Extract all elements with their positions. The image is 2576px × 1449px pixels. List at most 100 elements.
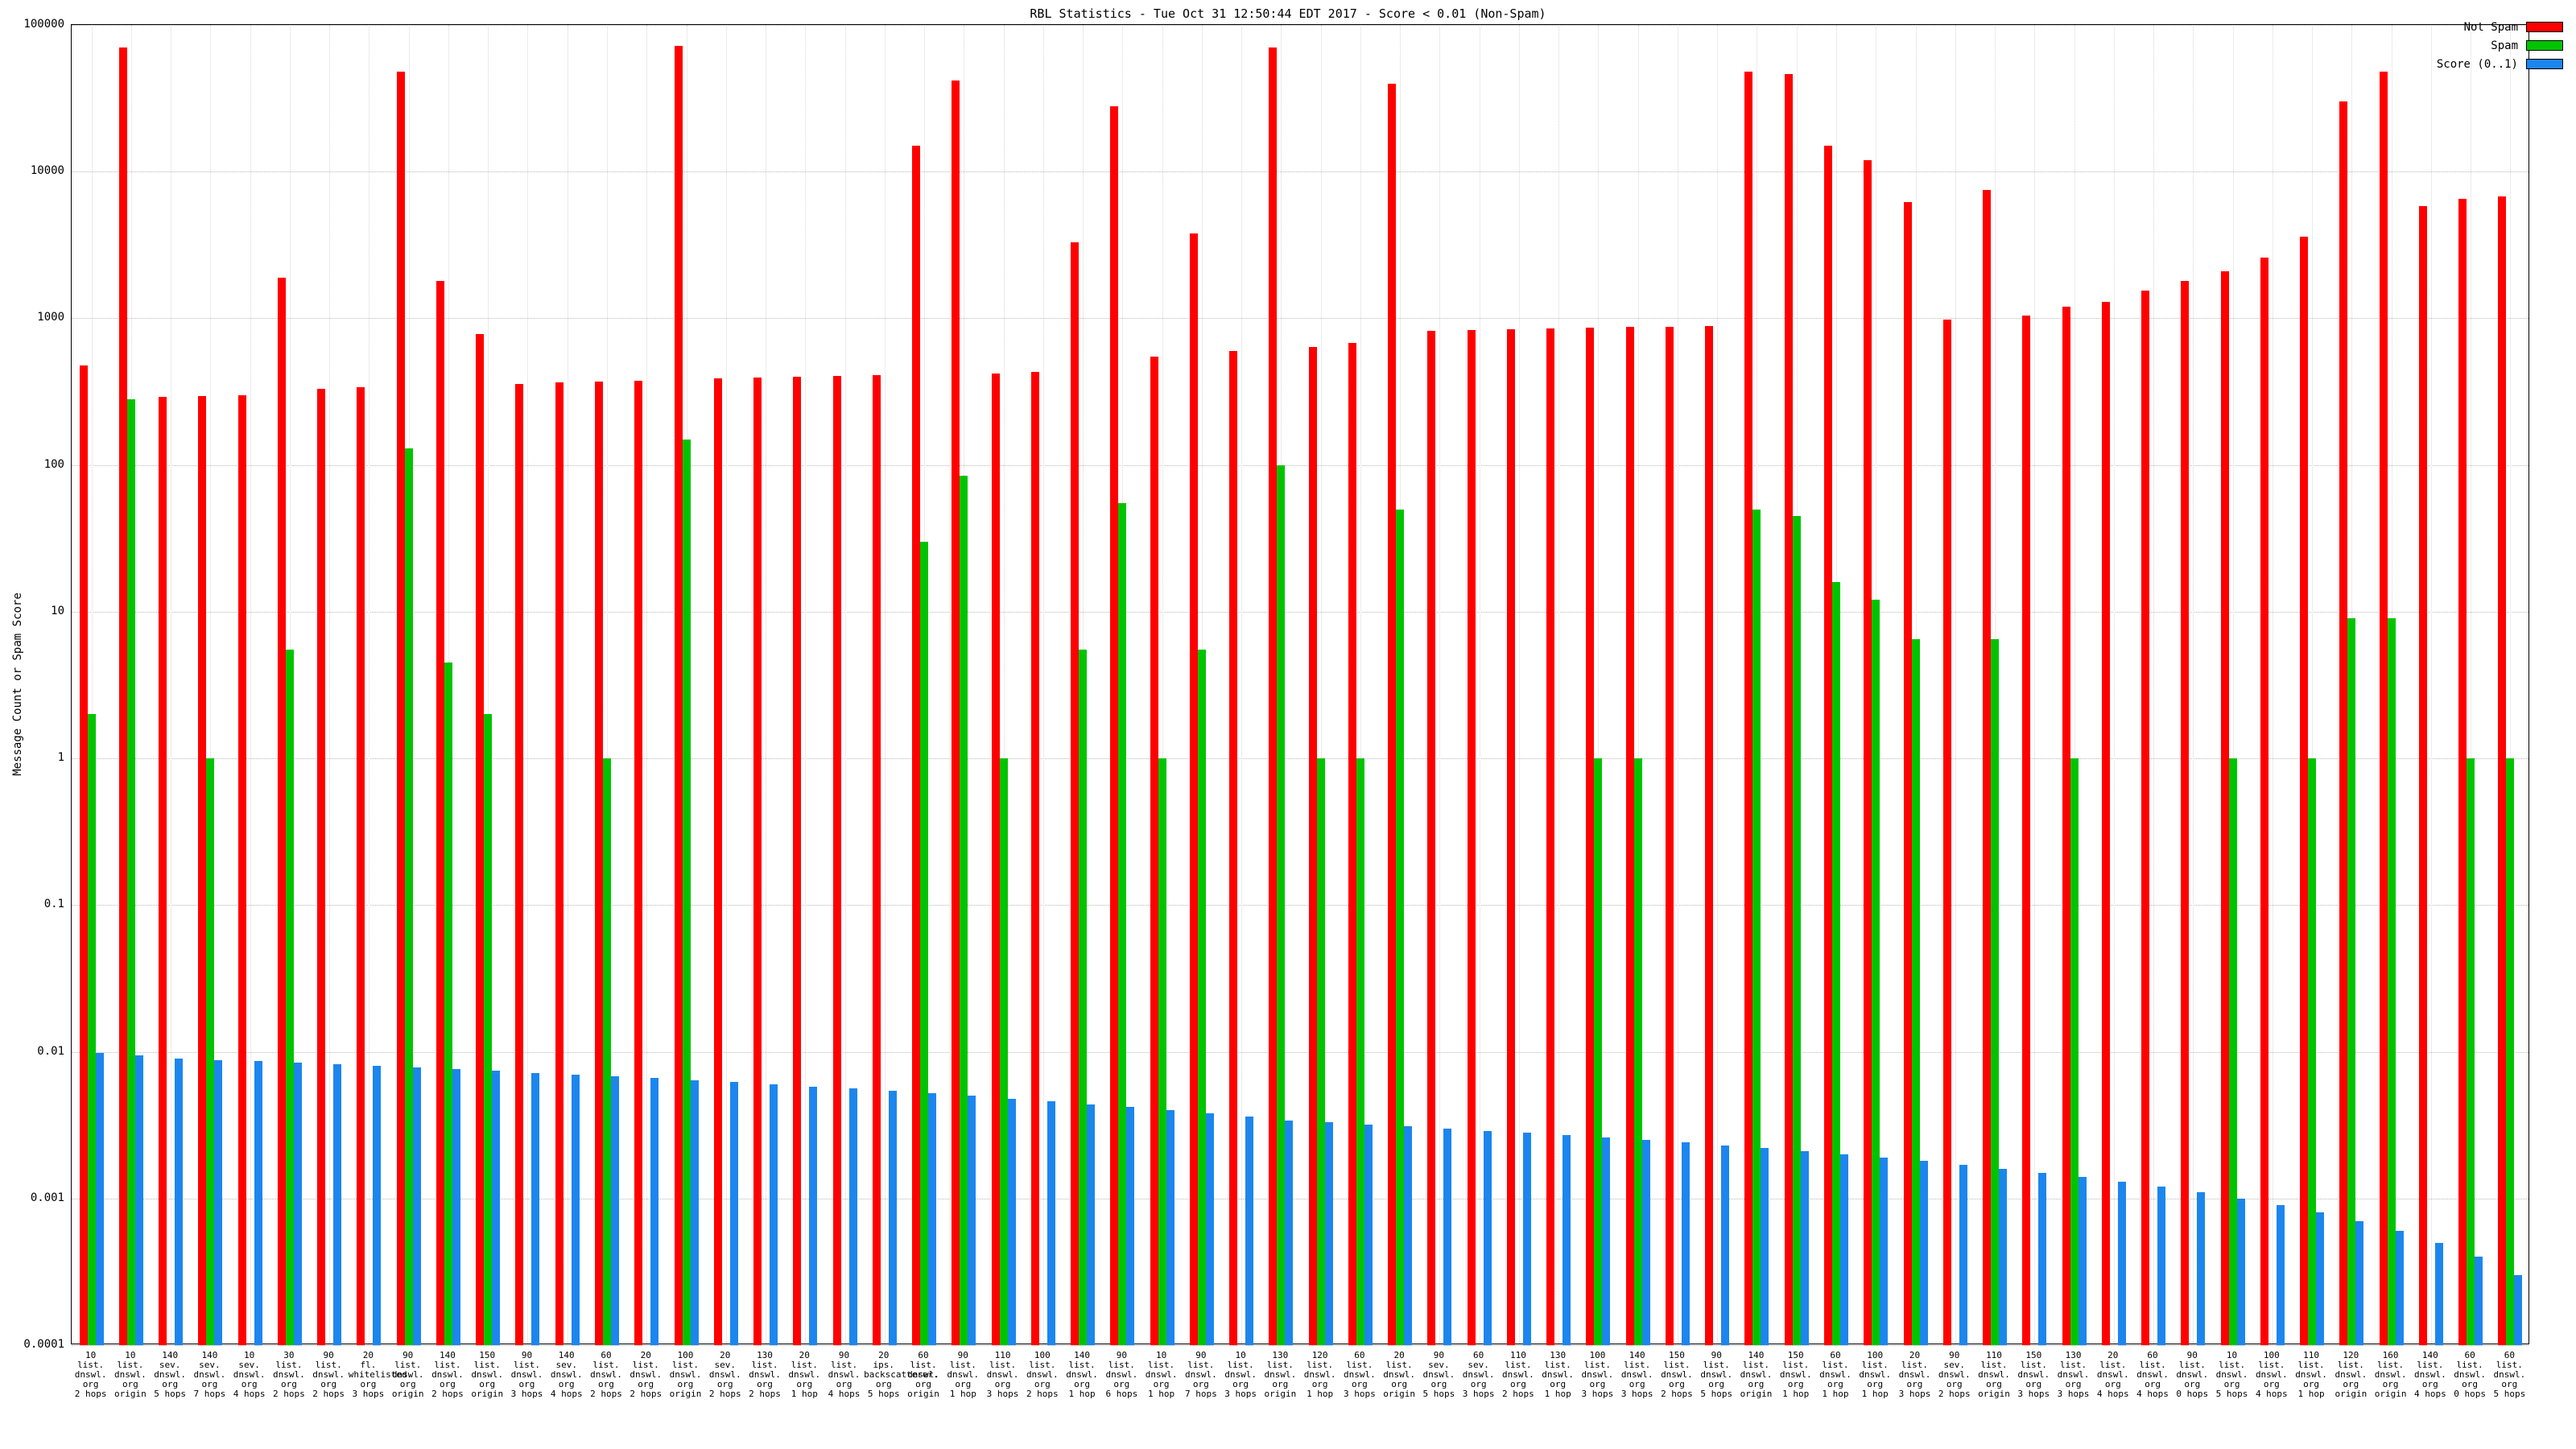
- bar-not-spam: [912, 146, 921, 1345]
- x-tick-label-line: dnswl.: [1978, 1369, 2010, 1380]
- x-tick-label-line: sev.: [1943, 1360, 1966, 1370]
- x-gridline: [250, 25, 251, 1344]
- x-tick-label-line: dnswl.: [2493, 1369, 2526, 1380]
- x-tick-label-line: dnswl.: [1898, 1369, 1931, 1380]
- x-tick-label-line: list.: [1822, 1360, 1849, 1370]
- bar-score: [2197, 1192, 2206, 1345]
- x-gridline: [1598, 25, 1600, 1344]
- x-tick-label-line: 4 hops: [550, 1389, 583, 1399]
- x-tick-label-line: dnswl.: [2255, 1369, 2288, 1380]
- x-tick-label-line: 140: [558, 1350, 575, 1360]
- x-tick-label-line: 1 hop: [791, 1389, 818, 1399]
- bar-not-spam: [634, 381, 643, 1345]
- bar-score: [848, 1088, 857, 1345]
- bar-spam: [1792, 515, 1801, 1345]
- bar-not-spam: [2022, 315, 2031, 1345]
- bar-not-spam: [357, 386, 365, 1345]
- x-tick-label: 120 list. dnswl. org 1 hop: [1300, 1351, 1340, 1399]
- bar-not-spam: [674, 45, 683, 1345]
- x-tick-label-line: sev.: [1428, 1360, 1450, 1370]
- x-tick-label: 100 list. dnswl. org 4 hops: [2252, 1351, 2291, 1399]
- x-tick-label-line: list.: [2377, 1360, 2405, 1370]
- x-tick-label-line: dnswl.: [2176, 1369, 2209, 1380]
- x-tick-label-line: 120: [2343, 1350, 2359, 1360]
- x-tick-label-line: 1 hop: [2297, 1389, 2325, 1399]
- x-tick-label-line: ips.: [873, 1360, 895, 1370]
- x-tick-label-line: 90: [1949, 1350, 1960, 1360]
- x-tick-label: 10 list. dnswl. org 2 hops: [71, 1351, 110, 1399]
- x-gridline: [646, 25, 648, 1344]
- x-tick-label-line: org: [757, 1379, 773, 1389]
- bar-not-spam: [2141, 290, 2150, 1345]
- bar-not-spam: [1903, 202, 1912, 1345]
- y-gridline: [72, 1051, 2529, 1053]
- x-tick-label-line: org: [875, 1379, 892, 1389]
- x-gridline: [884, 25, 886, 1344]
- y-gridline: [72, 905, 2529, 906]
- x-tick-label-line: 2 hops: [74, 1389, 107, 1399]
- x-tick-label-line: dnswl.: [1859, 1369, 1892, 1380]
- x-tick-label: 130 list. dnswl. org 3 hops: [2054, 1351, 2093, 1399]
- x-tick-label-line: list.: [2178, 1360, 2206, 1370]
- x-tick-label: 140 sev. dnswl. org 7 hops: [190, 1351, 229, 1399]
- x-gridline: [1717, 25, 1719, 1344]
- x-tick-label-line: 20: [640, 1350, 651, 1360]
- x-gridline: [2193, 25, 2194, 1344]
- x-tick-label-line: org: [1946, 1379, 1963, 1389]
- x-tick-label-line: dnswl.: [1344, 1369, 1376, 1380]
- x-tick-label-line: list.: [2258, 1360, 2285, 1370]
- bar-score: [1999, 1168, 2008, 1345]
- x-tick-label-line: dnswl.: [1383, 1369, 1416, 1380]
- y-tick-label: 0.1: [43, 898, 64, 911]
- bar-score: [2038, 1172, 2047, 1345]
- x-tick-label-line: dnswl.: [2096, 1369, 2129, 1380]
- bar-spam: [999, 758, 1008, 1345]
- bar-score: [452, 1069, 460, 1345]
- x-tick-label: 140 list. dnswl. org origin: [1736, 1351, 1776, 1399]
- bar-score: [2078, 1177, 2087, 1345]
- bar-spam: [2506, 758, 2515, 1345]
- x-tick-label: 110 list. dnswl. org 3 hops: [983, 1351, 1022, 1399]
- legend-row: Spam: [2437, 36, 2563, 55]
- bar-score: [1126, 1107, 1135, 1345]
- bar-spam: [1356, 758, 1364, 1345]
- bar-score: [1007, 1098, 1016, 1345]
- x-tick-label-line: 1 hop: [1307, 1389, 1334, 1399]
- x-tick-label-line: org: [2382, 1379, 2399, 1389]
- x-tick-label-line: origin: [1740, 1389, 1773, 1399]
- x-tick-label-line: list.: [275, 1360, 303, 1370]
- x-tick-label-line: list.: [1307, 1360, 1334, 1370]
- x-tick-label-line: org: [1272, 1379, 1289, 1389]
- x-tick-label-line: org: [836, 1379, 852, 1389]
- bar-score: [1166, 1110, 1174, 1345]
- x-tick-label: 60 sev. dnswl. org 3 hops: [1459, 1351, 1498, 1399]
- x-tick-label-line: org: [2501, 1379, 2518, 1389]
- x-tick-label-line: 10: [244, 1350, 255, 1360]
- x-tick-label-line: 110: [2303, 1350, 2319, 1360]
- bar-not-spam: [1744, 72, 1753, 1345]
- bar-not-spam: [1348, 342, 1356, 1345]
- x-tick-label-line: org: [1311, 1379, 1328, 1389]
- x-tick-label-line: list.: [2496, 1360, 2523, 1370]
- x-tick-label: 90 sev. dnswl. org 5 hops: [1419, 1351, 1459, 1399]
- x-tick-label-line: 60: [2504, 1350, 2515, 1360]
- x-tick-label-line: list.: [434, 1360, 461, 1370]
- x-tick-label: 110 list. dnswl. org 2 hops: [1498, 1351, 1538, 1399]
- x-tick-label-line: org: [994, 1379, 1011, 1389]
- x-tick-label-line: 60: [2464, 1350, 2475, 1360]
- x-tick-label-line: 60: [918, 1350, 929, 1360]
- bar-not-spam: [317, 389, 326, 1345]
- x-tick-label-line: 90: [838, 1350, 850, 1360]
- x-tick-label-line: list.: [1782, 1360, 1810, 1370]
- x-tick-label-line: dnswl.: [233, 1369, 266, 1380]
- x-tick-label-line: dnswl.: [1224, 1369, 1257, 1380]
- bar-spam: [2467, 758, 2475, 1345]
- x-tick-label-line: dnswl.: [1581, 1369, 1614, 1380]
- x-tick-label: 100 list. dnswl. org 2 hops: [1022, 1351, 1062, 1399]
- bar-spam: [1277, 464, 1286, 1345]
- x-tick-label-line: 4 hops: [2413, 1389, 2446, 1399]
- bar-not-spam: [1467, 330, 1476, 1345]
- x-tick-label-line: dnswl.: [114, 1369, 147, 1380]
- bar-not-spam: [1030, 372, 1039, 1345]
- x-tick-label: 150 list. dnswl. org 2 hops: [1657, 1351, 1696, 1399]
